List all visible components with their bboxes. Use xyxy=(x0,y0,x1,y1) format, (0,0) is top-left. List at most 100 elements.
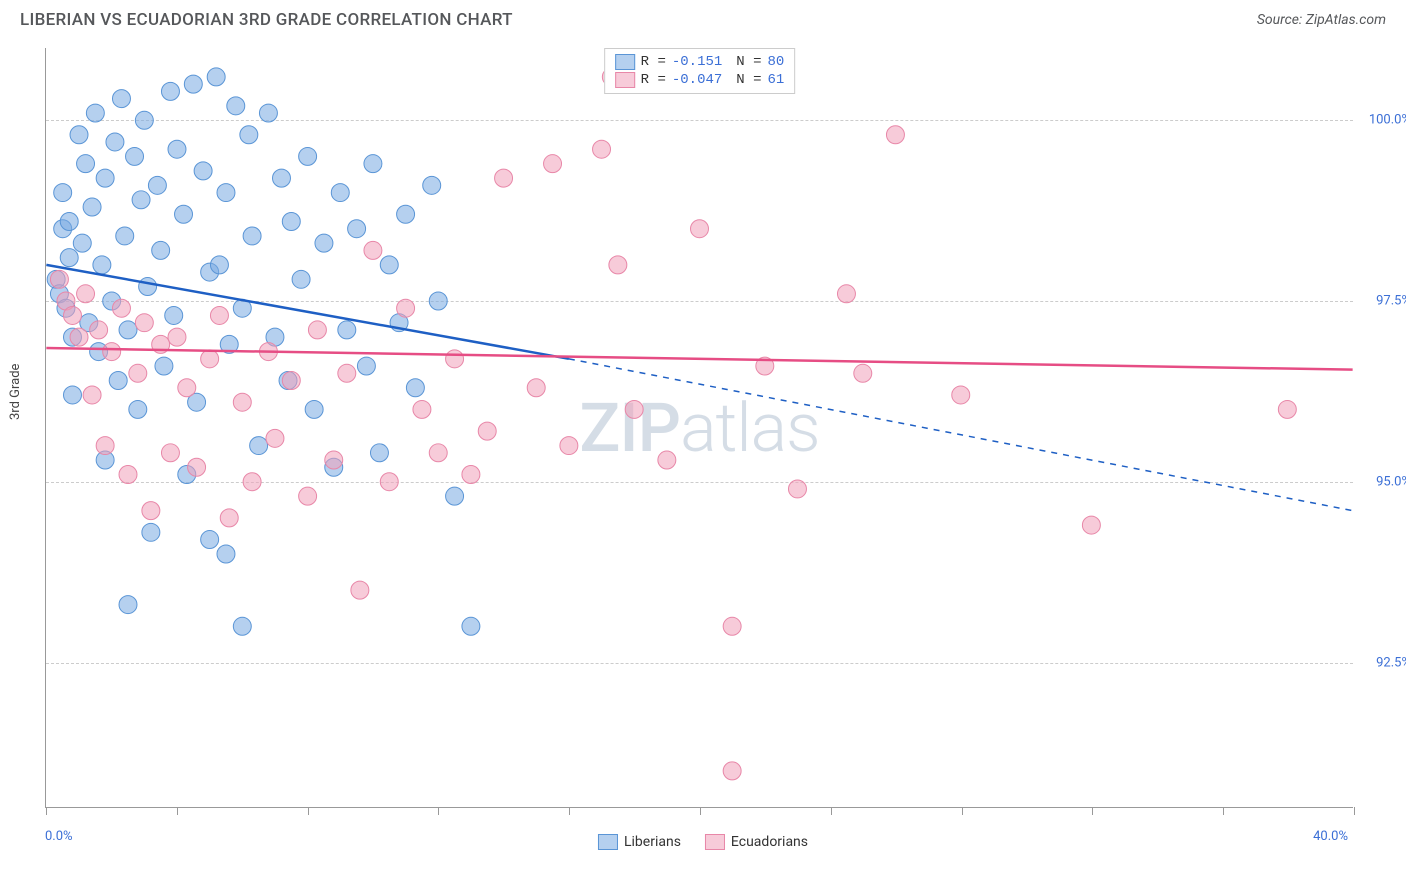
data-point xyxy=(338,364,356,382)
data-point xyxy=(116,227,134,245)
data-point xyxy=(152,241,170,259)
data-point xyxy=(96,169,114,187)
data-point xyxy=(161,444,179,462)
data-point xyxy=(135,314,153,332)
x-tick xyxy=(1354,807,1355,815)
x-tick xyxy=(569,807,570,815)
legend-r-label: R = xyxy=(641,72,666,88)
data-point xyxy=(135,111,153,129)
data-point xyxy=(63,306,81,324)
data-point xyxy=(77,155,95,173)
data-point xyxy=(357,357,375,375)
data-point xyxy=(462,617,480,635)
data-point xyxy=(429,292,447,310)
data-point xyxy=(273,169,291,187)
data-point xyxy=(112,299,130,317)
legend-swatch xyxy=(615,72,635,88)
data-point xyxy=(429,444,447,462)
data-point xyxy=(165,306,183,324)
data-point xyxy=(305,400,323,418)
data-point xyxy=(77,285,95,303)
data-point xyxy=(132,191,150,209)
data-point xyxy=(119,465,137,483)
correlation-legend: R =-0.151N =80R =-0.047N =61 xyxy=(604,48,796,94)
data-point xyxy=(112,90,130,108)
y-tick-label: 95.0% xyxy=(1376,475,1406,490)
data-point xyxy=(188,458,206,476)
data-point xyxy=(178,379,196,397)
data-point xyxy=(201,531,219,549)
series-legend: Liberians Ecuadorians xyxy=(598,834,808,850)
source-attribution: Source: ZipAtlas.com xyxy=(1257,12,1386,28)
data-point xyxy=(210,256,228,274)
data-point xyxy=(370,444,388,462)
legend-n-label: N = xyxy=(736,54,761,70)
data-point xyxy=(50,270,68,288)
data-point xyxy=(233,393,251,411)
data-point xyxy=(126,147,144,165)
data-point xyxy=(217,184,235,202)
data-point xyxy=(625,400,643,418)
data-point xyxy=(184,75,202,93)
data-point xyxy=(106,133,124,151)
x-tick xyxy=(962,807,963,815)
data-point xyxy=(73,234,91,252)
data-point xyxy=(338,321,356,339)
data-point xyxy=(210,306,228,324)
data-point xyxy=(54,184,72,202)
data-point xyxy=(266,429,284,447)
data-point xyxy=(217,545,235,563)
data-point xyxy=(119,321,137,339)
scatter-svg xyxy=(46,48,1353,807)
data-point xyxy=(423,176,441,194)
data-point xyxy=(90,321,108,339)
data-point xyxy=(93,256,111,274)
legend-n-label: N = xyxy=(736,72,761,88)
data-point xyxy=(70,328,88,346)
legend-item: Liberians xyxy=(598,834,681,850)
data-point xyxy=(299,147,317,165)
data-point xyxy=(96,437,114,455)
data-point xyxy=(788,480,806,498)
data-point xyxy=(364,241,382,259)
y-tick-label: 100.0% xyxy=(1369,113,1406,128)
data-point xyxy=(380,256,398,274)
data-point xyxy=(243,227,261,245)
legend-r-label: R = xyxy=(641,54,666,70)
legend-n-value: 61 xyxy=(768,72,785,88)
x-tick xyxy=(438,807,439,815)
data-point xyxy=(292,270,310,288)
data-point xyxy=(83,198,101,216)
data-point xyxy=(243,473,261,491)
data-point xyxy=(233,617,251,635)
data-point xyxy=(886,126,904,144)
data-point xyxy=(446,350,464,368)
data-point xyxy=(142,502,160,520)
x-tick xyxy=(177,807,178,815)
data-point xyxy=(952,386,970,404)
data-point xyxy=(658,451,676,469)
data-point xyxy=(70,126,88,144)
data-point xyxy=(220,509,238,527)
data-point xyxy=(299,487,317,505)
data-point xyxy=(161,82,179,100)
data-point xyxy=(207,68,225,86)
legend-row: R =-0.151N =80 xyxy=(615,53,785,71)
data-point xyxy=(609,256,627,274)
data-point xyxy=(315,234,333,252)
data-point xyxy=(723,617,741,635)
data-point xyxy=(308,321,326,339)
legend-item: Ecuadorians xyxy=(705,834,808,850)
data-point xyxy=(142,523,160,541)
data-point xyxy=(478,422,496,440)
data-point xyxy=(397,205,415,223)
data-point xyxy=(60,249,78,267)
data-point xyxy=(331,184,349,202)
legend-swatch xyxy=(615,54,635,70)
data-point xyxy=(119,596,137,614)
data-point xyxy=(148,176,166,194)
data-point xyxy=(1278,400,1296,418)
x-tick xyxy=(700,807,701,815)
data-point xyxy=(282,212,300,230)
data-point xyxy=(240,126,258,144)
